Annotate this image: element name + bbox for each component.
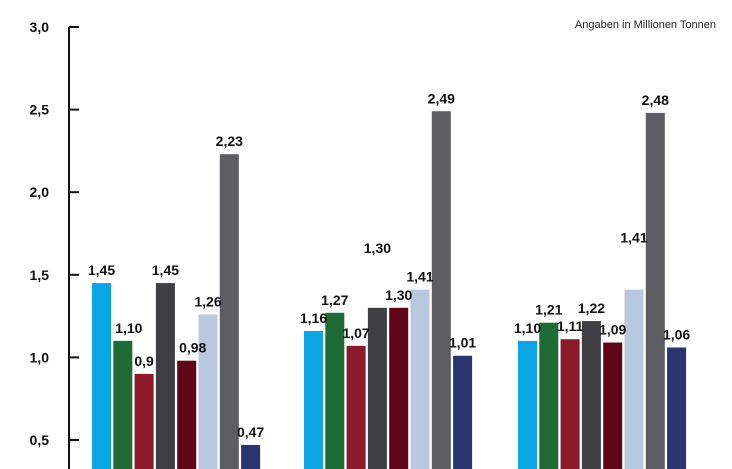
bar (177, 360, 197, 469)
y-tick-label: 1,5 (30, 267, 50, 283)
bar (304, 330, 323, 469)
bar (389, 307, 409, 469)
data-label: 2,23 (216, 133, 243, 149)
data-label: 1,11 (557, 318, 584, 334)
data-label: 2,49 (428, 90, 455, 106)
y-tick-label: 3,0 (30, 19, 50, 35)
data-label: 1,10 (115, 320, 142, 336)
bar (325, 312, 345, 469)
bar (346, 345, 366, 469)
bar (113, 340, 133, 469)
data-labels: 1,45 1,10 0,9 1,45 0,98 1,26 2,23 0,47 1,16 1,27 1… (88, 90, 691, 440)
y-tick-label: 1,0 (30, 349, 50, 365)
bar (539, 322, 559, 469)
bar (219, 154, 239, 469)
bar (134, 373, 154, 469)
data-label: 1,16 (300, 310, 327, 326)
bar (603, 342, 623, 469)
data-label: 1,07 (342, 325, 369, 341)
data-label: 1,41 (406, 269, 433, 285)
bar (453, 355, 473, 469)
bar (241, 444, 261, 469)
bar (560, 339, 580, 469)
bar (198, 314, 218, 469)
bar (367, 307, 387, 469)
y-tick-label: 2,0 (30, 184, 50, 200)
bar (581, 321, 601, 469)
bars (92, 111, 687, 469)
data-label: 1,45 (88, 262, 115, 278)
data-label: 2,48 (642, 92, 669, 108)
data-label: 0,47 (237, 424, 264, 440)
data-label: 1,26 (194, 293, 221, 309)
bar (92, 283, 111, 469)
data-label: 1,45 (152, 262, 179, 278)
bar (645, 112, 665, 469)
data-label: 0,9 (134, 353, 154, 369)
data-label: 1,21 (535, 302, 562, 318)
bar (410, 289, 430, 469)
data-label: 1,41 (620, 230, 647, 246)
bar (667, 347, 687, 469)
data-label: 1,30 (385, 287, 412, 303)
data-label: 1,30 (364, 240, 391, 256)
unit-note: Angaben in Millionen Tonnen (575, 19, 716, 31)
bar (624, 289, 644, 469)
data-label: 1,27 (321, 292, 348, 308)
bar (155, 283, 175, 469)
data-label: 1,06 (663, 326, 690, 342)
y-axis: 3,0 2,5 2,0 1,5 1,0 0,5 (30, 19, 79, 469)
y-tick-label: 2,5 (30, 102, 50, 118)
data-label: 1,09 (599, 322, 626, 338)
data-label: 1,22 (578, 300, 605, 316)
y-tick-label: 0,5 (30, 432, 50, 448)
bar (518, 340, 537, 469)
data-label: 1,01 (449, 335, 476, 351)
data-label: 0,98 (179, 340, 206, 356)
data-label: 1,10 (514, 320, 541, 336)
bar (431, 111, 451, 469)
